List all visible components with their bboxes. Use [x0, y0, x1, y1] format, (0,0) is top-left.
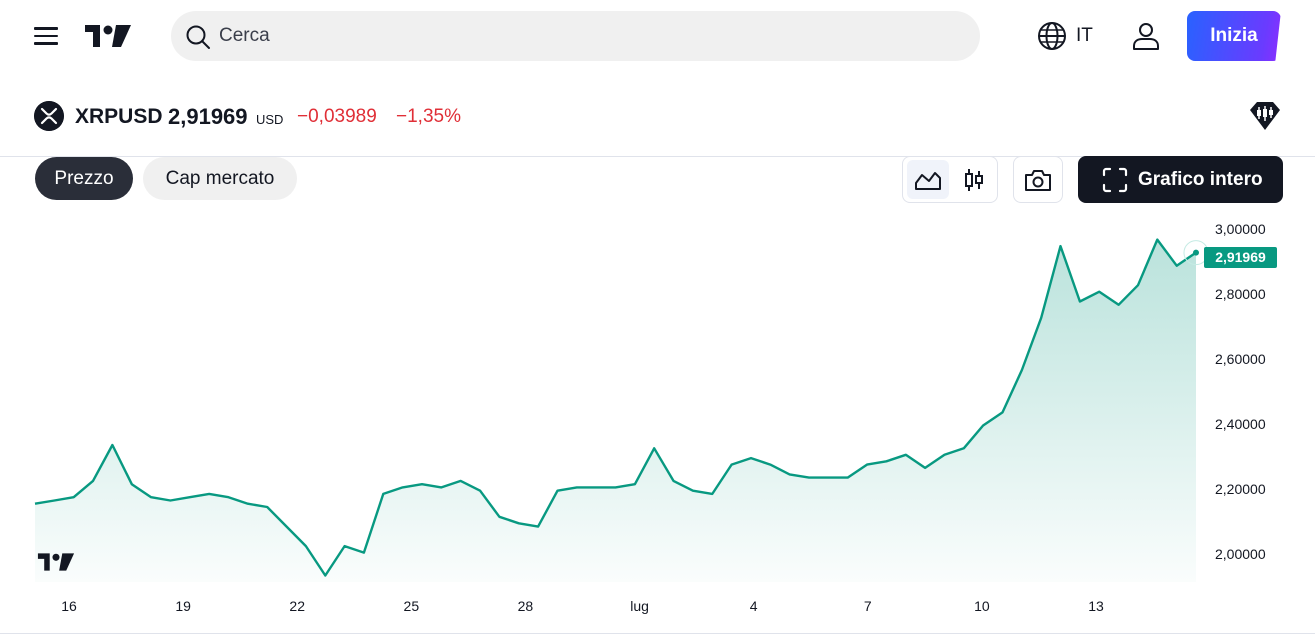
diamond-candles-icon[interactable] — [1248, 101, 1282, 131]
symbol-price: 2,91969 — [168, 104, 248, 129]
candlestick-icon — [965, 168, 983, 191]
search-icon — [186, 25, 210, 49]
area-chart-icon — [915, 171, 941, 190]
x-tick-label: lug — [630, 598, 649, 614]
x-tick-label: 19 — [175, 598, 191, 614]
x-tick-label: 7 — [863, 598, 872, 614]
last-price-label: 2,91969 — [1204, 247, 1277, 268]
search-bar[interactable] — [171, 11, 980, 61]
candlestick-chart-button[interactable] — [953, 160, 995, 199]
tradingview-logo[interactable] — [84, 22, 132, 50]
globe-icon — [1038, 22, 1066, 50]
divider — [0, 156, 1315, 157]
price-change: −0,03989 — [297, 106, 377, 127]
divider — [0, 633, 1315, 634]
price-change-percent: −1,35% — [396, 106, 461, 127]
fullscreen-chart-button[interactable]: Grafico intero — [1078, 156, 1283, 203]
site-header: IT Inizia — [0, 0, 1315, 72]
get-started-button[interactable]: Inizia — [1187, 11, 1281, 61]
x-tick-label: 22 — [289, 598, 306, 614]
y-tick-label: 2,20000 — [1215, 481, 1266, 497]
snapshot-button[interactable] — [1013, 156, 1063, 203]
menu-icon[interactable] — [34, 27, 58, 45]
language-selector[interactable]: IT — [1036, 20, 1093, 52]
search-input[interactable] — [219, 11, 959, 61]
x-tick-label: 4 — [749, 598, 758, 614]
y-tick-label: 2,40000 — [1215, 416, 1266, 432]
price-chart[interactable]: 3,00000 2,80000 2,60000 2,40000 2,20000 2,000… — [0, 210, 1315, 630]
symbol-name[interactable]: XRPUSD — [75, 105, 163, 128]
y-tick-label: 2,60000 — [1215, 351, 1266, 367]
chart-plot — [34, 238, 1209, 582]
last-price-dot — [1193, 249, 1199, 256]
xrp-logo-icon — [34, 101, 64, 131]
language-label: IT — [1076, 25, 1093, 46]
fullscreen-icon — [1102, 167, 1128, 192]
chart-price-line — [34, 238, 1197, 577]
x-tick-label: 25 — [403, 598, 420, 614]
tab-price[interactable]: Prezzo — [35, 157, 133, 200]
y-tick-label: 3,00000 — [1215, 221, 1266, 237]
fullscreen-label: Grafico intero — [1138, 168, 1263, 190]
camera-icon — [1025, 169, 1051, 191]
x-tick-label: 16 — [61, 598, 77, 614]
tradingview-watermark — [37, 553, 75, 571]
y-tick-label: 2,80000 — [1215, 286, 1266, 302]
x-tick-label: 10 — [974, 598, 990, 614]
x-tick-label: 13 — [1088, 598, 1104, 614]
user-icon[interactable] — [1130, 20, 1162, 52]
tab-market-cap[interactable]: Cap mercato — [143, 157, 297, 200]
symbol-currency: USD — [256, 112, 284, 127]
chart-type-toggle — [902, 156, 998, 203]
y-tick-label: 2,00000 — [1215, 546, 1266, 562]
chart-area-fill — [35, 239, 1196, 582]
x-tick-label: 28 — [517, 598, 534, 614]
area-chart-button[interactable] — [907, 160, 949, 199]
